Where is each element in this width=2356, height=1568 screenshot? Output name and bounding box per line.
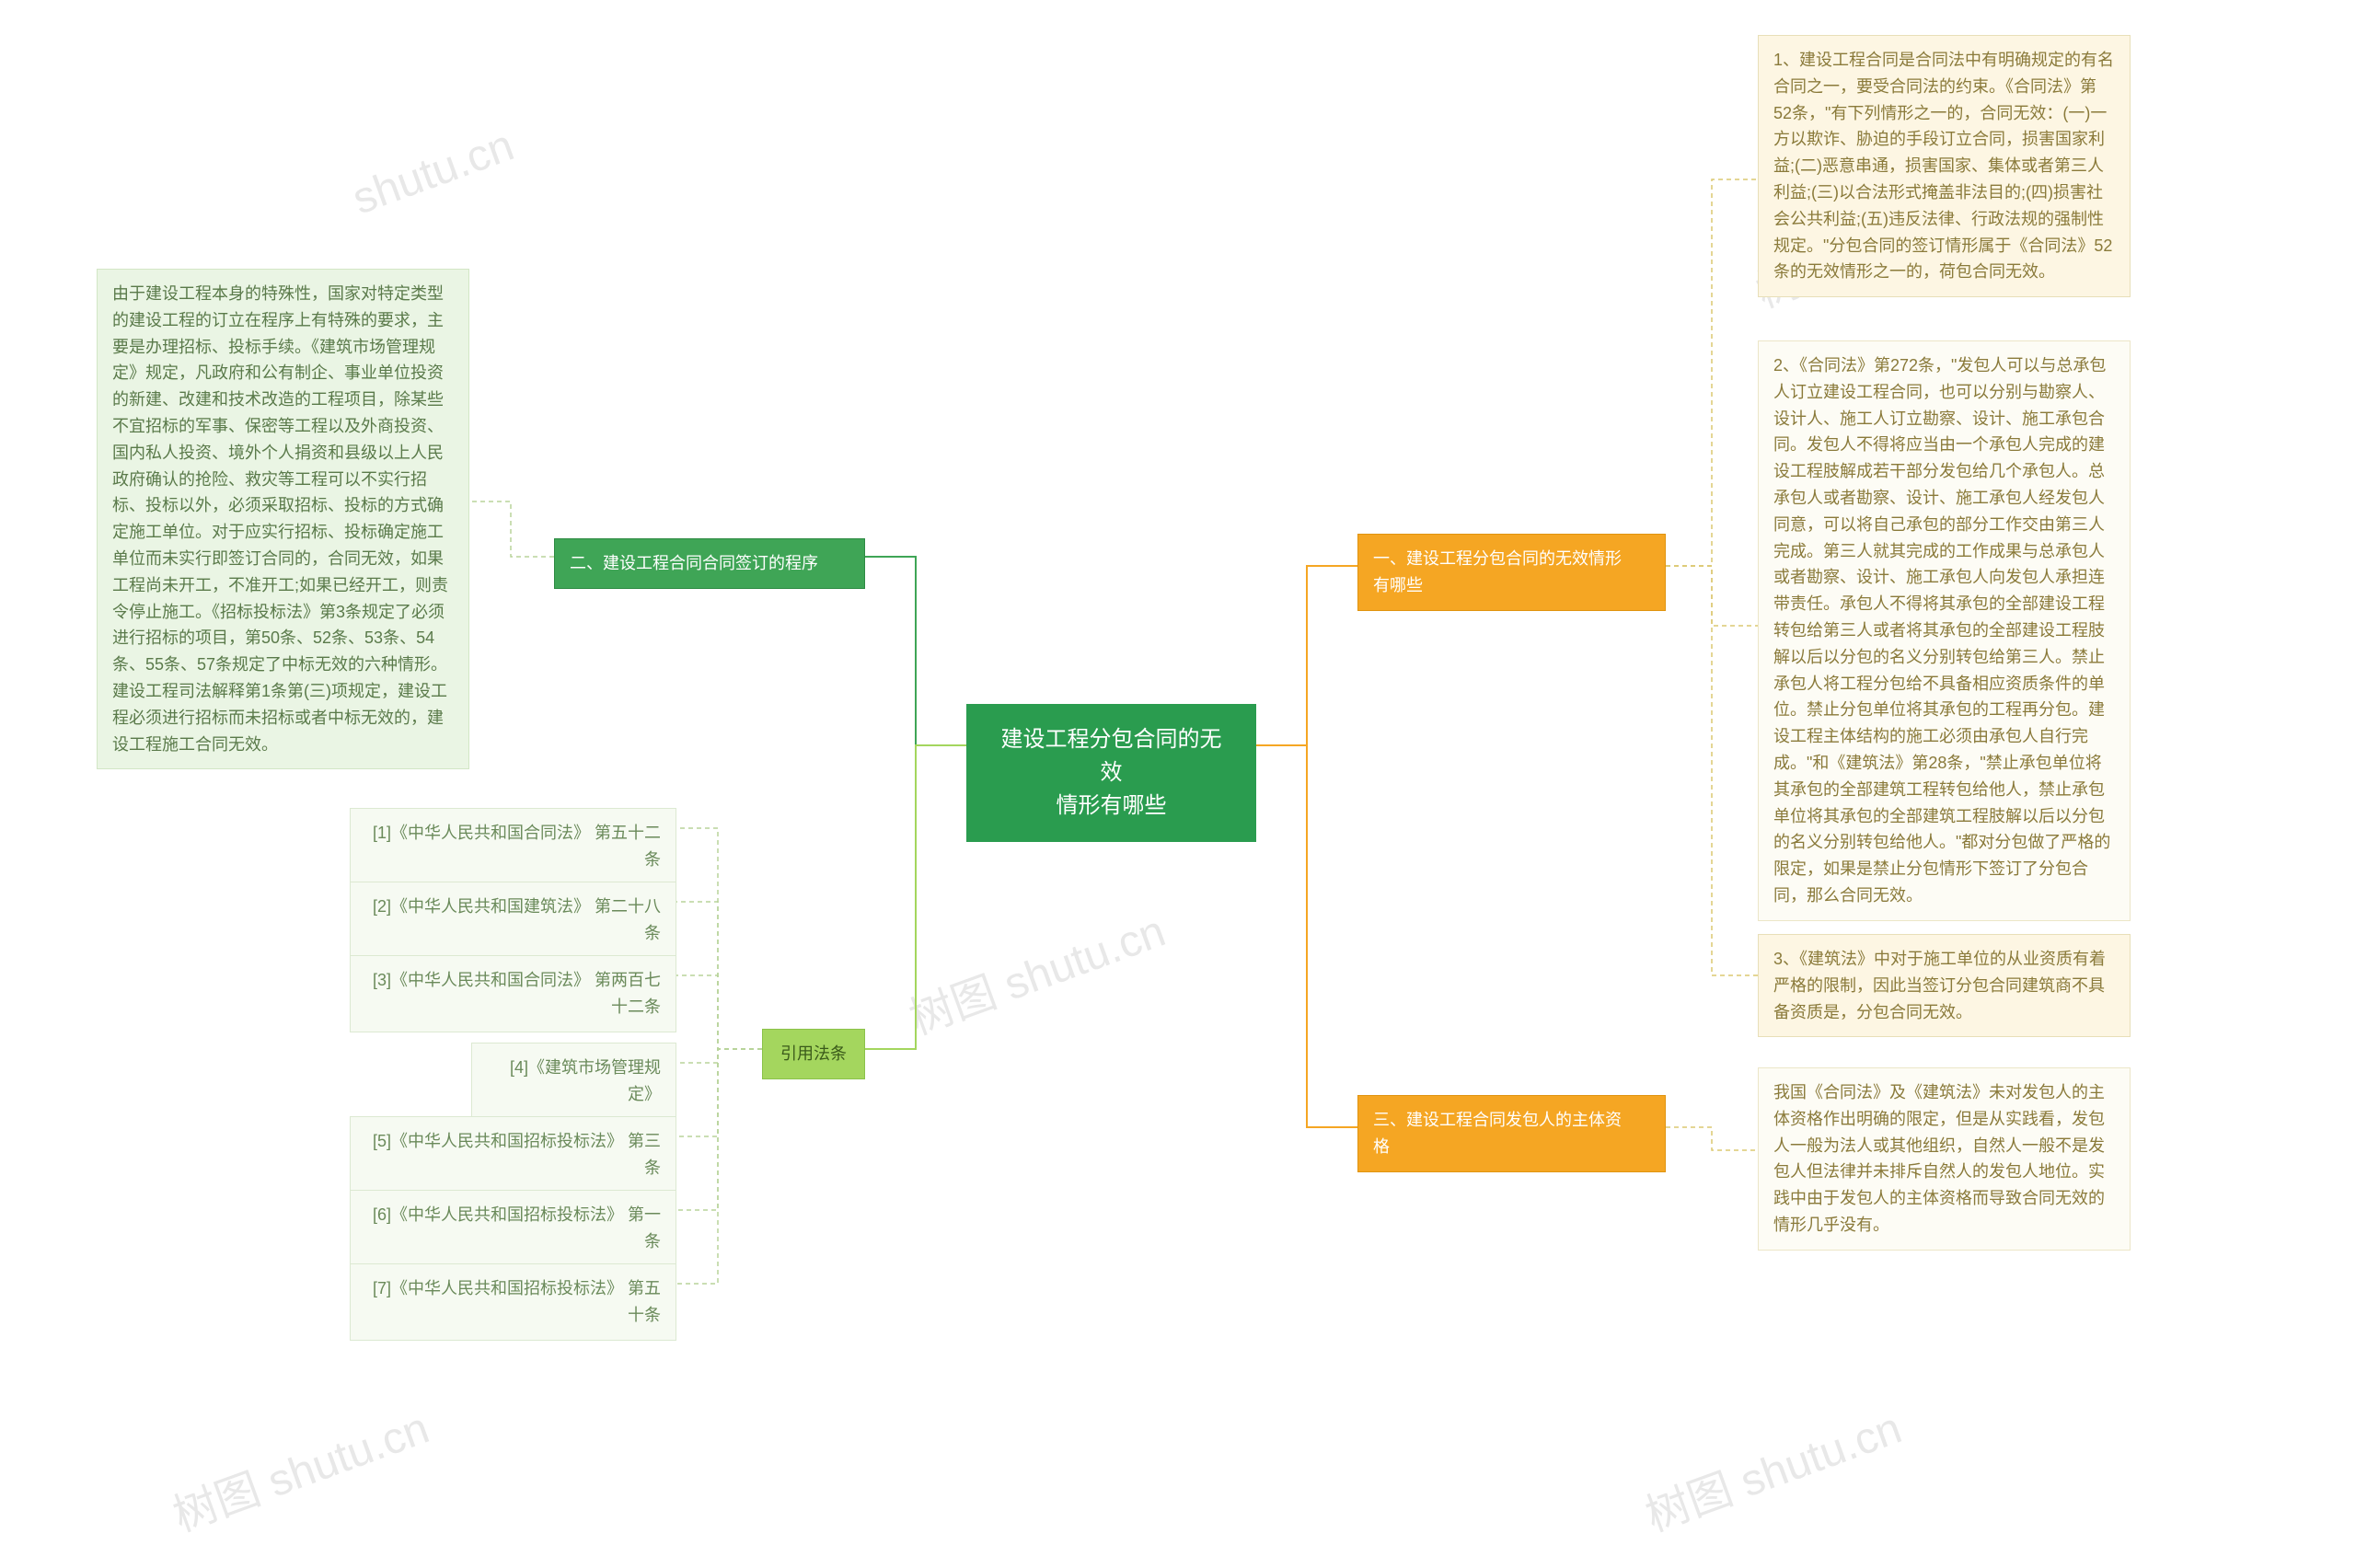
branch-1-label-line2: 有哪些 <box>1373 576 1423 594</box>
center-title-line1: 建设工程分包合同的无效 <box>1001 727 1222 785</box>
branch-2: 二、建设工程合同合同签订的程序 <box>554 538 865 589</box>
branch-1-leaf-1: 1、建设工程合同是合同法中有明确规定的有名合同之一，要受合同法的约束。《合同法》… <box>1758 35 2131 297</box>
ref-item-7: [7]《中华人民共和国招标投标法》 第五十条 <box>350 1263 676 1341</box>
branch-1: 一、建设工程分包合同的无效情形 有哪些 <box>1357 534 1666 611</box>
ref-item-5: [5]《中华人民共和国招标投标法》 第三条 <box>350 1116 676 1193</box>
ref-item-4: [4]《建筑市场管理规定》 <box>471 1043 676 1120</box>
ref-item-3: [3]《中华人民共和国合同法》 第两百七十二条 <box>350 955 676 1032</box>
branch-3: 三、建设工程合同发包人的主体资 格 <box>1357 1095 1666 1172</box>
branch-3-label-line2: 格 <box>1373 1137 1390 1156</box>
ref-item-6: [6]《中华人民共和国招标投标法》 第一条 <box>350 1190 676 1267</box>
ref-item-2: [2]《中华人民共和国建筑法》 第二十八条 <box>350 882 676 959</box>
branch-1-label-line1: 一、建设工程分包合同的无效情形 <box>1373 549 1622 568</box>
branch-3-leaf: 我国《合同法》及《建筑法》未对发包人的主体资格作出明确的限定，但是从实践看，发包… <box>1758 1067 2131 1251</box>
branch-3-label-line1: 三、建设工程合同发包人的主体资 <box>1373 1111 1622 1129</box>
watermark: 树图 shutu.cn <box>163 1391 436 1543</box>
branch-1-leaf-3: 3、《建筑法》中对于施工单位的从业资质有着严格的限制，因此当签订分包合同建筑商不… <box>1758 934 2131 1037</box>
branch-refs: 引用法条 <box>762 1029 865 1079</box>
watermark: 树图 shutu.cn <box>1635 1391 1909 1543</box>
center-title-line2: 情形有哪些 <box>1057 793 1167 818</box>
center-node: 建设工程分包合同的无效 情形有哪些 <box>966 704 1256 842</box>
branch-2-leaf: 由于建设工程本身的特殊性，国家对特定类型的建设工程的订立在程序上有特殊的要求，主… <box>97 269 469 769</box>
watermark: 树图 shutu.cn <box>899 894 1172 1046</box>
ref-item-1: [1]《中华人民共和国合同法》 第五十二条 <box>350 808 676 885</box>
watermark: shutu.cn <box>346 121 520 225</box>
branch-1-leaf-2: 2、《合同法》第272条，"发包人可以与总承包人订立建设工程合同，也可以分别与勘… <box>1758 340 2131 921</box>
